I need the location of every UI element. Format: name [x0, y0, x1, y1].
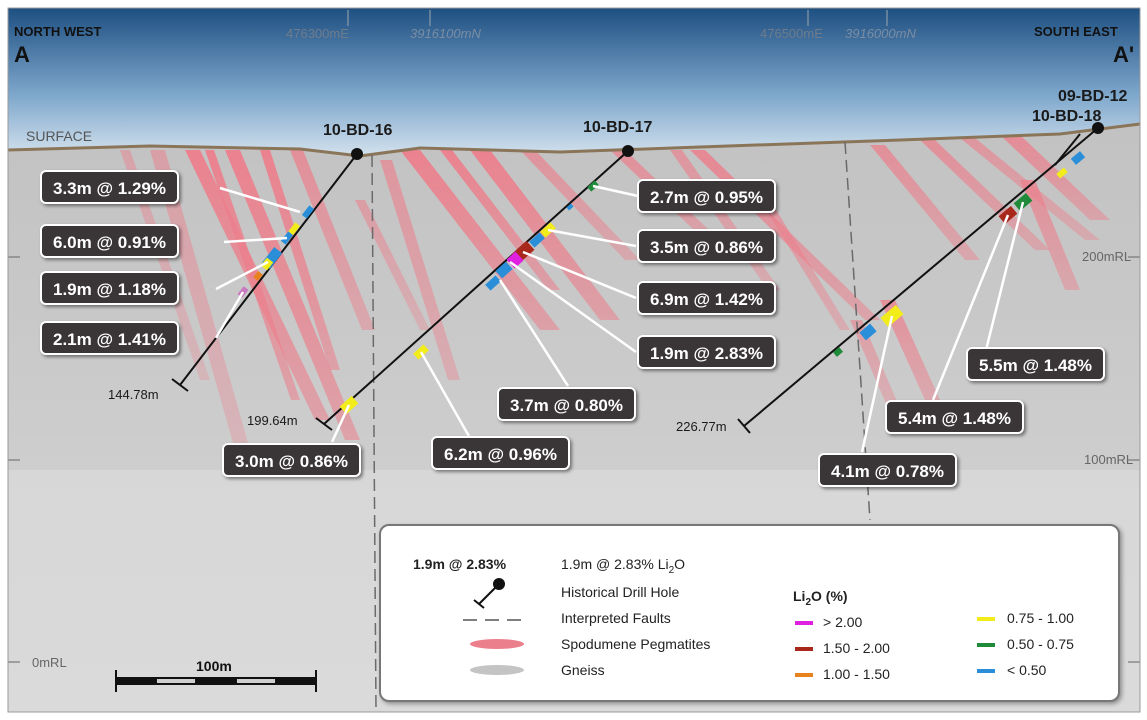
drill-hole-label: 10-BD-16: [323, 122, 393, 139]
grade-swatch: [795, 673, 813, 677]
legend-item-pegmatites: Spodumene Pegmatites: [561, 636, 711, 652]
surface-label: SURFACE: [26, 128, 93, 144]
grade-interval-blue: [1070, 151, 1086, 165]
drill-hole-label: 09-BD-12: [1058, 88, 1128, 105]
legend-example-desc: 1.9m @ 2.83% Li2O: [561, 556, 685, 576]
elevation-ticks: [8, 256, 1140, 663]
intercept-callout: 3.7m @ 0.80%: [497, 387, 636, 421]
drill-hole-trace: [1054, 133, 1081, 166]
grade-interval-magenta: [506, 251, 524, 269]
intercept-callout: 1.9m @ 2.83%: [637, 335, 776, 369]
legend-example-label: 1.9m @ 2.83%: [413, 556, 507, 572]
intercept-callout: 4.1m @ 0.78%: [818, 453, 957, 487]
intercept-callout: 5.4m @ 1.48%: [885, 400, 1024, 434]
intercept-callout: 6.9m @ 1.42%: [637, 281, 776, 315]
end-depth-label: 144.78m: [108, 387, 159, 402]
elevation-label-100: 100mRL: [1084, 452, 1134, 467]
grade-interval-yellow: [287, 222, 301, 236]
grade-title-sub: 2: [805, 596, 812, 608]
grade-interval-blue: [529, 232, 545, 248]
end-depth-label: 226.77m: [676, 419, 727, 434]
scale-bar-graphic: [115, 670, 317, 692]
drill-hole-end-caps: [171, 378, 751, 434]
grade-label: 1.00 - 1.50: [823, 666, 890, 682]
figure-frame: [7, 7, 1141, 713]
grade-interval-orange: [253, 271, 263, 281]
surface-line: [7, 122, 1141, 158]
scale-bar-label: 100m: [196, 658, 232, 674]
grade-swatch: [977, 617, 995, 621]
grade-interval-blue: [566, 203, 574, 211]
grade-interval-blue: [495, 261, 513, 279]
legend-item-gneiss: Gneiss: [561, 662, 605, 678]
collar-09-bd-12: [1092, 122, 1104, 134]
drill-hole-legend-icon: [473, 578, 505, 609]
grade-title-prefix: Li: [793, 588, 806, 604]
drill-hole-label: 10-BD-18: [1032, 108, 1102, 125]
grade-interval-blue: [301, 205, 315, 219]
intercept-callout: 2.1m @ 1.41%: [40, 321, 179, 355]
grade-interval-green: [833, 347, 843, 357]
intercept-callout: 6.2m @ 0.96%: [431, 436, 570, 470]
elevation-label-0: 0mRL: [32, 655, 67, 670]
grade-label: 1.50 - 2.00: [823, 640, 890, 656]
grade-legend-title: Li2O (%): [793, 588, 848, 608]
grade-label: < 0.50: [1007, 662, 1047, 678]
fault-legend-icon: [463, 619, 529, 621]
drill-hole-trace: [179, 153, 358, 386]
legend: 1.9m @ 2.83% 1.9m @ 2.83% Li2O Historica…: [379, 524, 1120, 702]
drill-hole-traces: [179, 127, 1099, 427]
grade-interval-blue: [485, 275, 501, 291]
coordinate-ticks: [347, 10, 888, 26]
intercept-callout: 3.3m @ 1.29%: [40, 170, 179, 204]
drill-hole-trace: [743, 127, 1099, 427]
pegmatite-legend-icon: [470, 639, 524, 649]
grade-label: > 2.00: [823, 614, 863, 630]
end-depth-label: 199.64m: [247, 413, 298, 428]
intercept-callout: 2.7m @ 0.95%: [637, 179, 776, 213]
northing-label: 3916000mN: [845, 26, 916, 41]
grade-interval-yellow: [260, 257, 274, 271]
section-start-label: A: [14, 42, 30, 67]
grade-swatch: [977, 643, 995, 647]
south-east-label: SOUTH EAST: [1034, 24, 1118, 39]
intercept-callout: 3.0m @ 0.86%: [222, 443, 361, 477]
intercept-callout: 3.5m @ 0.86%: [637, 229, 776, 263]
intercept-callout: 6.0m @ 0.91%: [40, 224, 179, 258]
collar-10-bd-17: [622, 145, 634, 157]
gneiss-legend-icon: [470, 665, 524, 675]
grade-interval-green: [1013, 193, 1033, 211]
drill-hole-trace: [323, 150, 629, 425]
easting-label: 476300mE: [286, 26, 349, 41]
north-west-label: NORTH WEST: [14, 24, 102, 39]
legend-item-faults: Interpreted Faults: [561, 610, 671, 626]
legend-example-suffix: O: [674, 556, 686, 572]
grade-swatch: [977, 669, 995, 673]
grade-swatch: [795, 647, 813, 651]
section-end-label: A': [1113, 42, 1135, 67]
easting-label: 476500mE: [760, 26, 823, 41]
grade-interval-blue: [859, 323, 877, 341]
grade-label: 0.75 - 1.00: [1007, 610, 1074, 626]
legend-item-drill-hole: Historical Drill Hole: [561, 584, 680, 600]
intercept-callout: 1.9m @ 1.18%: [40, 271, 179, 305]
grade-label: 0.50 - 0.75: [1007, 636, 1074, 652]
collar-10-bd-16: [351, 148, 363, 160]
drill-hole-collars: [351, 122, 1104, 160]
legend-example-prefix: 1.9m @ 2.83% Li: [561, 556, 669, 572]
legend-example-sub: 2: [668, 564, 675, 576]
northing-label: 3916100mN: [410, 26, 481, 41]
grade-title-suffix: O (%): [811, 588, 848, 604]
elevation-label-200: 200mRL: [1082, 249, 1132, 264]
callout-leaders: [214, 184, 1025, 453]
drill-hole-label: 10-BD-17: [583, 119, 653, 136]
grade-swatch: [795, 621, 813, 625]
grade-interval-yellow: [1056, 167, 1068, 179]
intercept-callout: 5.5m @ 1.48%: [966, 347, 1105, 381]
